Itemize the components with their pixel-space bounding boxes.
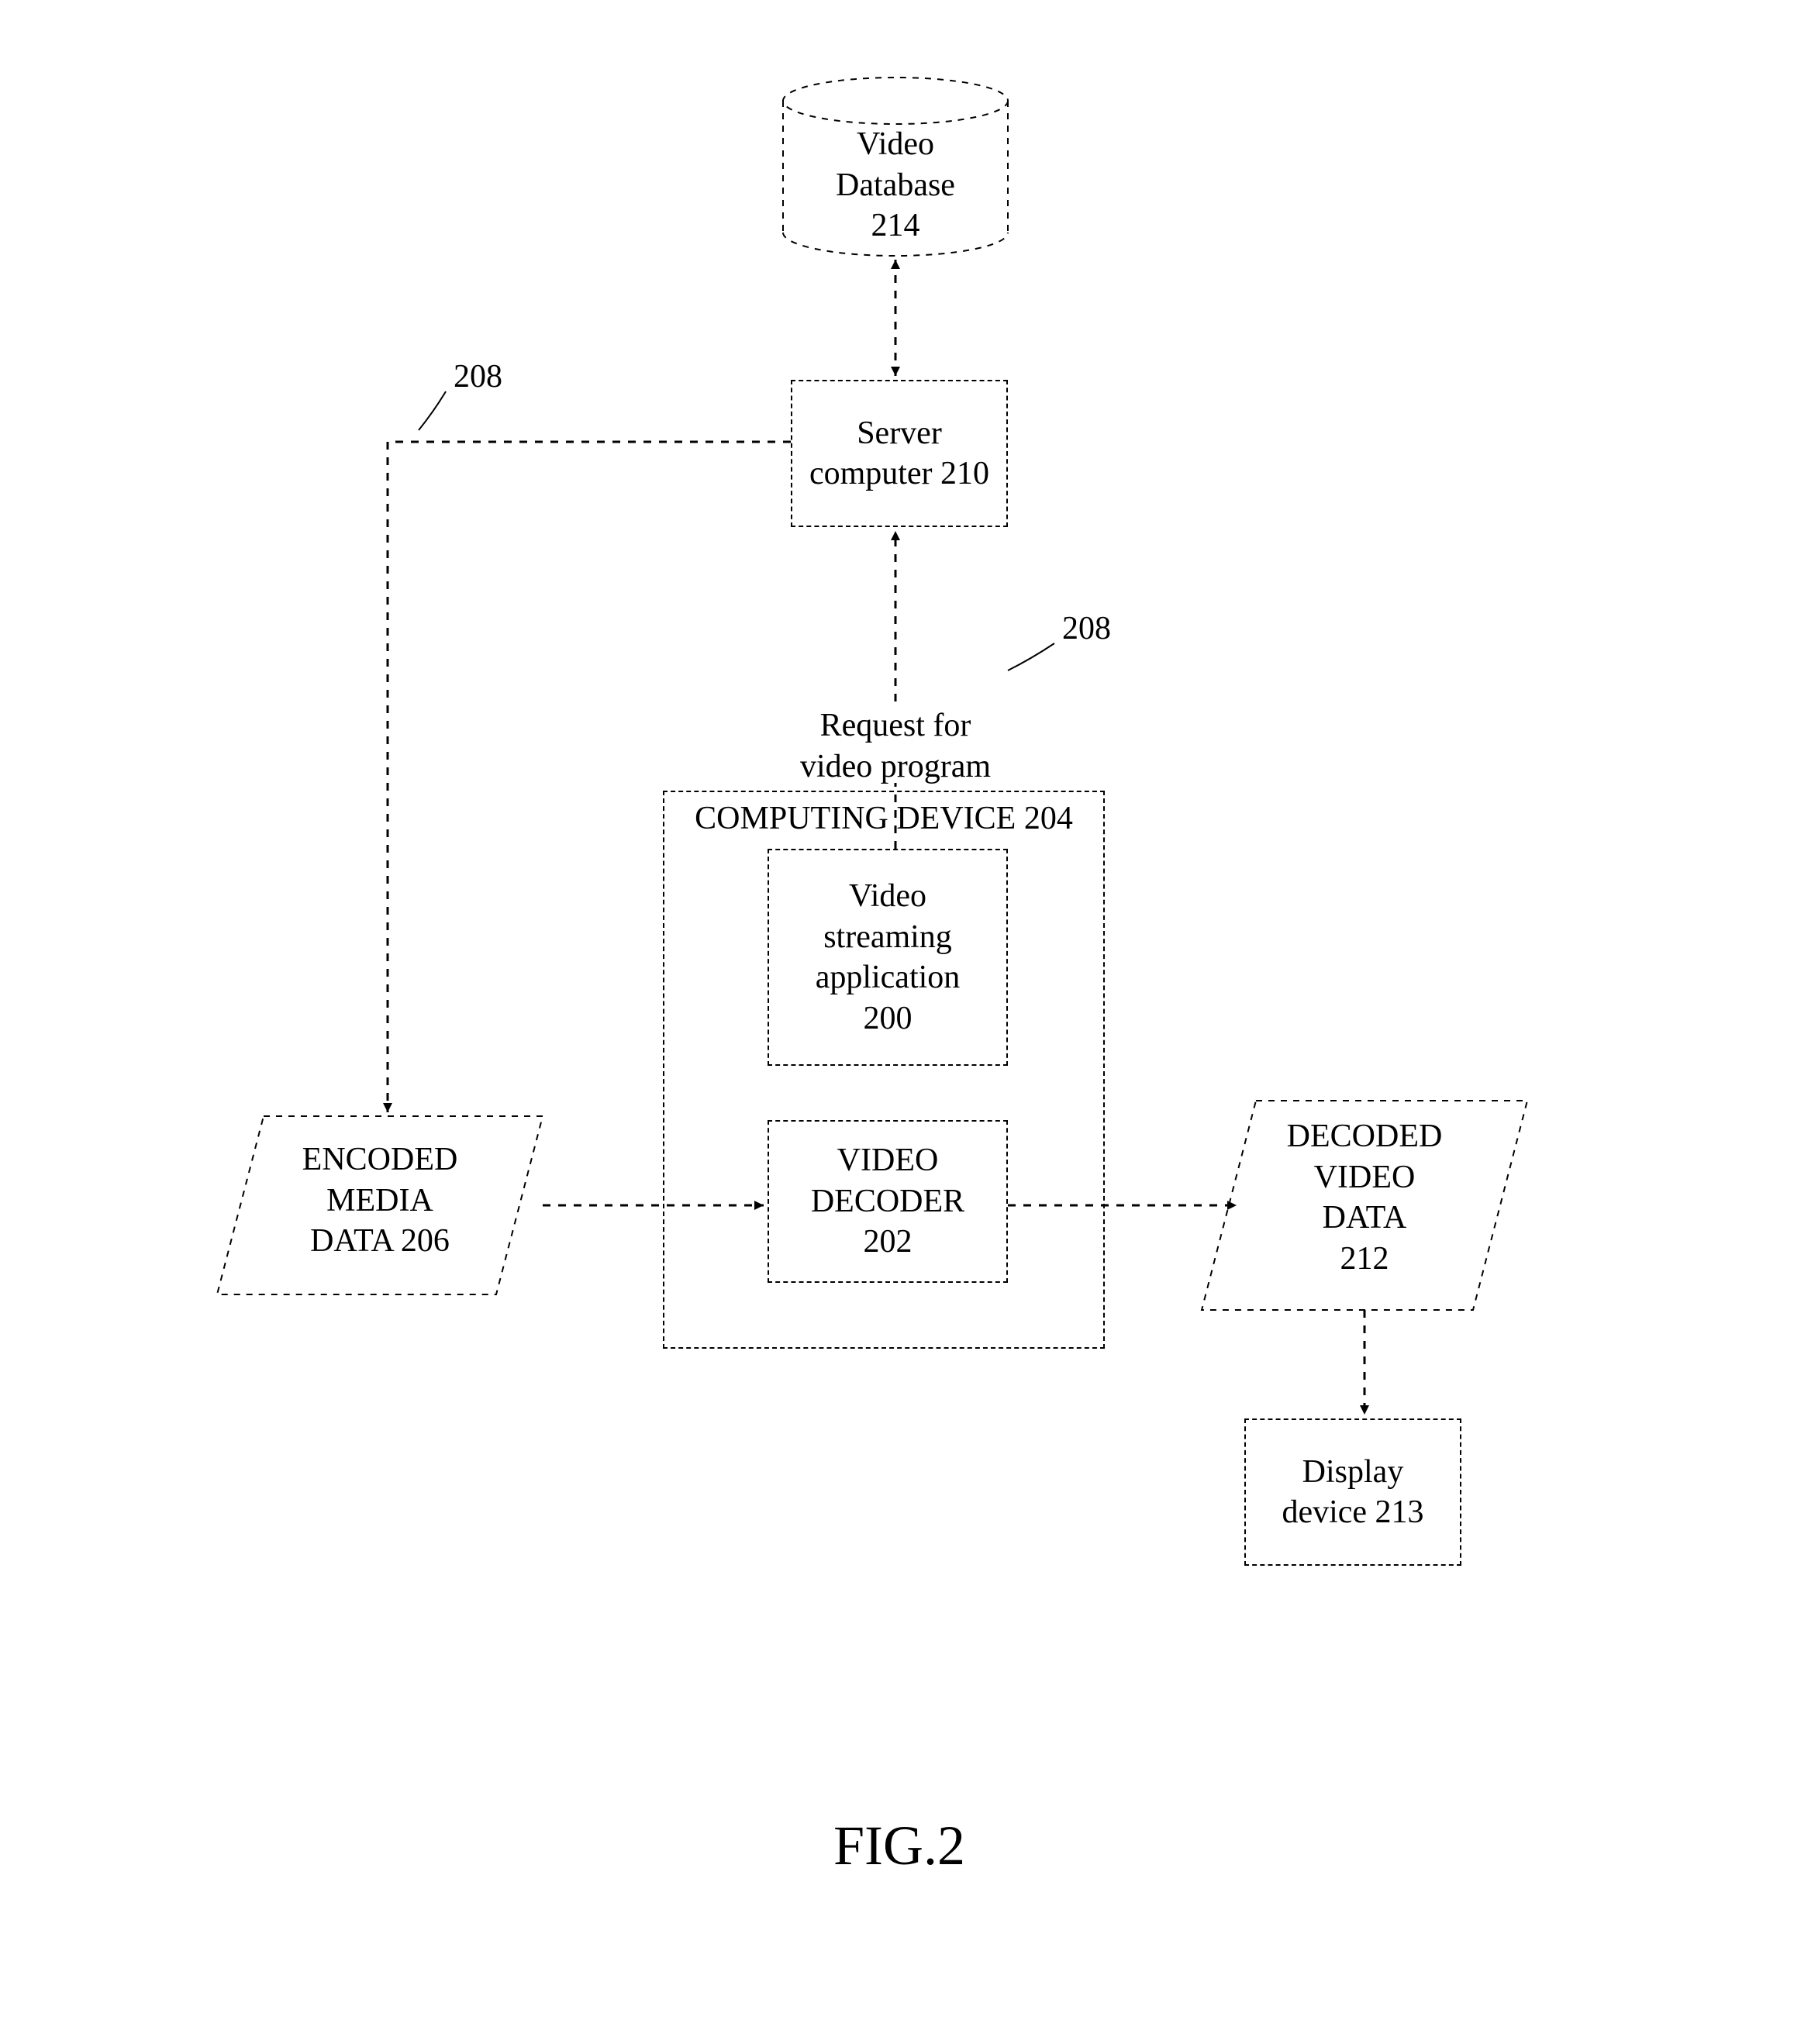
- decoded-line2: VIDEO: [1233, 1157, 1496, 1198]
- app-box: Video streaming application 200: [768, 849, 1008, 1066]
- database-line1: Video: [783, 124, 1008, 165]
- leader-208-right: [1008, 643, 1054, 670]
- display-line1: Display: [1302, 1452, 1404, 1493]
- encoded-line2: MEDIA: [240, 1181, 519, 1222]
- decoded-ref: 212: [1233, 1239, 1496, 1280]
- leader-208-left: [419, 391, 446, 430]
- display-line2: device 213: [1282, 1492, 1423, 1533]
- decoder-ref: 202: [864, 1222, 913, 1263]
- figure-label: FIG.2: [744, 1814, 1054, 1878]
- app-line2: streaming: [823, 917, 952, 958]
- diagram-canvas: Video Database 214 Server computer 210 R…: [0, 0, 1794, 2044]
- request-line1: Request for: [779, 705, 1012, 746]
- decoded-line1: DECODED: [1233, 1116, 1496, 1157]
- database-ref: 214: [783, 205, 1008, 246]
- encoded-line3: DATA 206: [240, 1221, 519, 1262]
- request-line2: video program: [779, 746, 1012, 788]
- encoded-label: ENCODED MEDIA DATA 206: [240, 1139, 519, 1262]
- decoded-label: DECODED VIDEO DATA 212: [1233, 1116, 1496, 1279]
- decoder-box: VIDEO DECODER 202: [768, 1120, 1008, 1283]
- ref-208-right: 208: [1062, 608, 1111, 650]
- container-label: COMPUTING DEVICE 204: [664, 800, 1103, 837]
- app-line3: application: [816, 957, 961, 998]
- decoder-line1: VIDEO: [837, 1140, 939, 1181]
- server-line1: Server: [857, 413, 942, 454]
- database-label: Video Database 214: [783, 124, 1008, 246]
- display-box: Display device 213: [1244, 1418, 1461, 1566]
- app-ref: 200: [864, 998, 913, 1039]
- app-line1: Video: [849, 876, 926, 917]
- database-line2: Database: [783, 165, 1008, 206]
- ref-208-left: 208: [454, 357, 502, 398]
- decoded-line3: DATA: [1233, 1198, 1496, 1239]
- request-label: Request for video program: [779, 705, 1012, 787]
- server-box: Server computer 210: [791, 380, 1008, 527]
- server-line2: computer 210: [809, 453, 989, 495]
- encoded-line1: ENCODED: [240, 1139, 519, 1181]
- decoder-line2: DECODER: [811, 1181, 964, 1222]
